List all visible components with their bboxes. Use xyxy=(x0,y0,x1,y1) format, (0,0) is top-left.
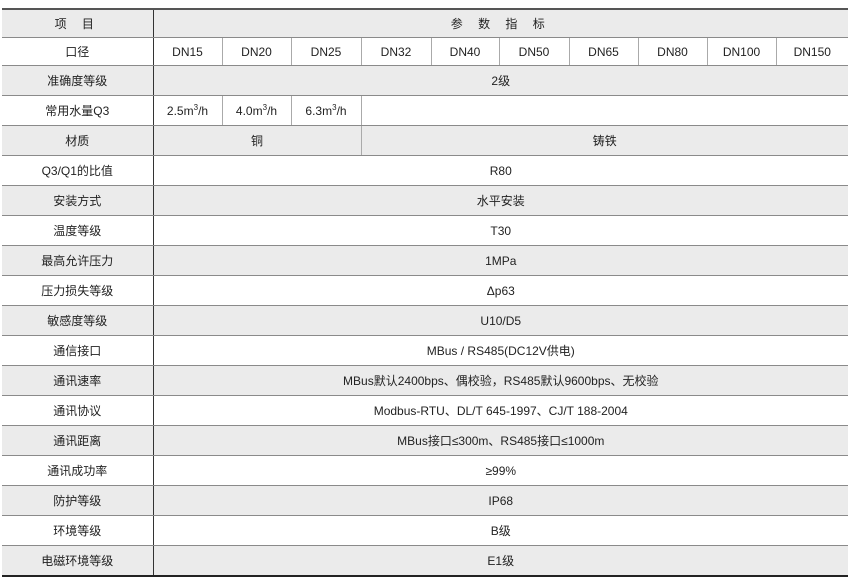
spec-label: 安装方式 xyxy=(2,185,154,216)
spec-row: 压力损失等级 Δp63 xyxy=(2,275,849,306)
spec-value: Modbus-RTU、DL/T 645-1997、CJ/T 188-2004 xyxy=(152,395,849,426)
spec-label: 环境等级 xyxy=(2,515,154,546)
spec-label: Q3/Q1的比值 xyxy=(2,155,154,186)
spec-row: 环境等级 B级 xyxy=(2,515,849,546)
diameter-cell: DN32 xyxy=(360,37,431,66)
spec-value: E1级 xyxy=(152,545,849,577)
spec-value: B级 xyxy=(152,515,849,546)
spec-row: 通讯成功率 ≥99% xyxy=(2,455,849,486)
spec-value: Δp63 xyxy=(152,275,849,306)
diameter-cell: DN100 xyxy=(706,37,776,66)
spec-value: ≥99% xyxy=(152,455,849,486)
accuracy-label: 准确度等级 xyxy=(2,65,154,96)
spec-row: 电磁环境等级 E1级 xyxy=(2,545,849,577)
spec-value: IP68 xyxy=(152,485,849,516)
diameter-label: 口径 xyxy=(2,37,154,66)
spec-row: 通信接口 MBus / RS485(DC12V供电) xyxy=(2,335,849,366)
diameter-cell: DN25 xyxy=(290,37,361,66)
spec-label: 通信接口 xyxy=(2,335,154,366)
material-row: 材质 铜 铸铁 xyxy=(2,125,849,156)
spec-value: 水平安装 xyxy=(152,185,849,216)
material-label: 材质 xyxy=(2,125,154,156)
spec-label: 通讯成功率 xyxy=(2,455,154,486)
diameter-row: 口径 DN15 DN20 DN25 DN32 DN40 DN50 DN65 DN… xyxy=(2,37,849,66)
diameter-cell: DN40 xyxy=(430,37,499,66)
spec-row: Q3/Q1的比值 R80 xyxy=(2,155,849,186)
flow-q3-cell: 6.3m3/h xyxy=(290,95,361,126)
spec-label: 电磁环境等级 xyxy=(2,545,154,577)
spec-row: 通讯距离 MBus接口≤300m、RS485接口≤1000m xyxy=(2,425,849,456)
spec-label: 温度等级 xyxy=(2,215,154,246)
spec-row: 最高允许压力 1MPa xyxy=(2,245,849,276)
header-row: 项 目 参 数 指 标 xyxy=(2,9,849,38)
spec-label: 通讯速率 xyxy=(2,365,154,396)
diameter-cell: DN15 xyxy=(152,37,222,66)
flow-q3-row: 常用水量Q3 2.5m3/h 4.0m3/h 6.3m3/h xyxy=(2,95,849,126)
spec-value: U10/D5 xyxy=(152,305,849,336)
spec-label: 防护等级 xyxy=(2,485,154,516)
spec-label: 最高允许压力 xyxy=(2,245,154,276)
spec-label: 通讯协议 xyxy=(2,395,154,426)
spec-row: 防护等级 IP68 xyxy=(2,485,849,516)
diameter-cell: DN65 xyxy=(568,37,638,66)
spec-table: 项 目 参 数 指 标 口径 DN15 DN20 DN25 DN32 DN40 … xyxy=(2,8,849,577)
spec-row: 敏感度等级 U10/D5 xyxy=(2,305,849,336)
spec-row: 安装方式 水平安装 xyxy=(2,185,849,216)
flow-q3-label: 常用水量Q3 xyxy=(2,95,154,126)
accuracy-value: 2级 xyxy=(152,65,849,96)
material-cast-iron: 铸铁 xyxy=(360,125,849,156)
spec-row: 温度等级 T30 xyxy=(2,215,849,246)
flow-q3-empty xyxy=(360,95,849,126)
spec-value: R80 xyxy=(152,155,849,186)
material-copper: 铜 xyxy=(152,125,361,156)
spec-value: MBus / RS485(DC12V供电) xyxy=(152,335,849,366)
diameter-cell: DN150 xyxy=(775,37,849,66)
diameter-cell: DN80 xyxy=(637,37,707,66)
spec-label: 敏感度等级 xyxy=(2,305,154,336)
spec-row: 通讯协议 Modbus-RTU、DL/T 645-1997、CJ/T 188-20… xyxy=(2,395,849,426)
diameter-cell: DN50 xyxy=(498,37,569,66)
spec-label: 压力损失等级 xyxy=(2,275,154,306)
header-item: 项 目 xyxy=(2,9,154,38)
diameter-cell: DN20 xyxy=(221,37,291,66)
spec-value: MBus接口≤300m、RS485接口≤1000m xyxy=(152,425,849,456)
spec-value: T30 xyxy=(152,215,849,246)
header-params: 参 数 指 标 xyxy=(152,9,849,38)
spec-value: MBus默认2400bps、偶校验，RS485默认9600bps、无校验 xyxy=(152,365,849,396)
flow-q3-cell: 2.5m3/h xyxy=(152,95,222,126)
spec-label: 通讯距离 xyxy=(2,425,154,456)
spec-value: 1MPa xyxy=(152,245,849,276)
accuracy-row: 准确度等级 2级 xyxy=(2,65,849,96)
flow-q3-cell: 4.0m3/h xyxy=(221,95,291,126)
spec-row: 通讯速率 MBus默认2400bps、偶校验，RS485默认9600bps、无校验 xyxy=(2,365,849,396)
